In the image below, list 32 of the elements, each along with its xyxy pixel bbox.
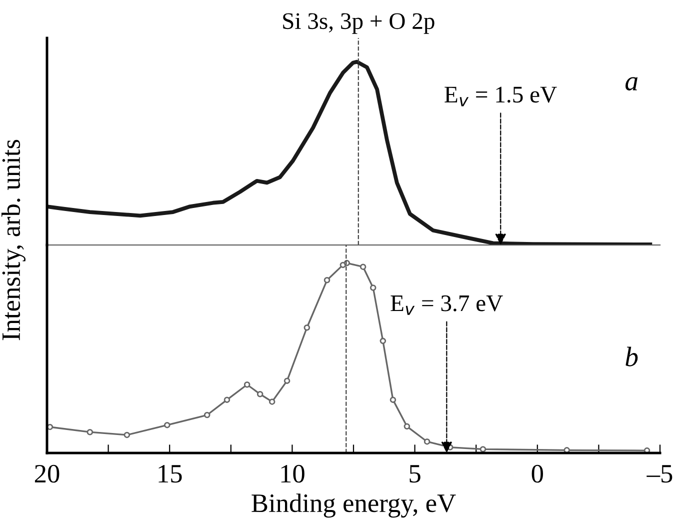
x-tick-label: 0 — [532, 464, 543, 483]
annotation: E$_{v}$ = 1.5 eV — [444, 86, 557, 106]
point — [380, 338, 386, 344]
point — [424, 438, 430, 445]
annotation: b — [626, 346, 638, 366]
point — [360, 264, 366, 270]
point — [404, 423, 410, 430]
x-tick-label: 15 — [158, 465, 182, 483]
x-axis-title: Binding energy, eV — [252, 494, 456, 518]
point — [324, 277, 330, 284]
x-tick-label: 10 — [281, 464, 304, 483]
point — [480, 446, 486, 452]
y-axis-title: Intensity, arb. units — [1, 140, 26, 340]
point — [224, 396, 230, 403]
point — [644, 447, 650, 453]
x-tick-label: 20 — [34, 464, 60, 483]
annotation: a — [625, 77, 638, 91]
point — [124, 432, 130, 438]
point — [304, 324, 310, 331]
point — [268, 398, 276, 405]
point — [256, 390, 264, 398]
point — [390, 396, 396, 403]
point — [370, 284, 376, 291]
point — [86, 428, 94, 436]
point — [204, 412, 210, 418]
point — [164, 422, 170, 428]
point — [284, 378, 290, 384]
point — [244, 381, 250, 388]
x-tick-label: 5 — [410, 465, 420, 483]
annotation: E$_{v}$ = 3.7 eV — [390, 295, 503, 315]
x-tick-label: –5 — [646, 465, 672, 483]
text: Si 3s, 3p + O 2p — [283, 13, 434, 34]
